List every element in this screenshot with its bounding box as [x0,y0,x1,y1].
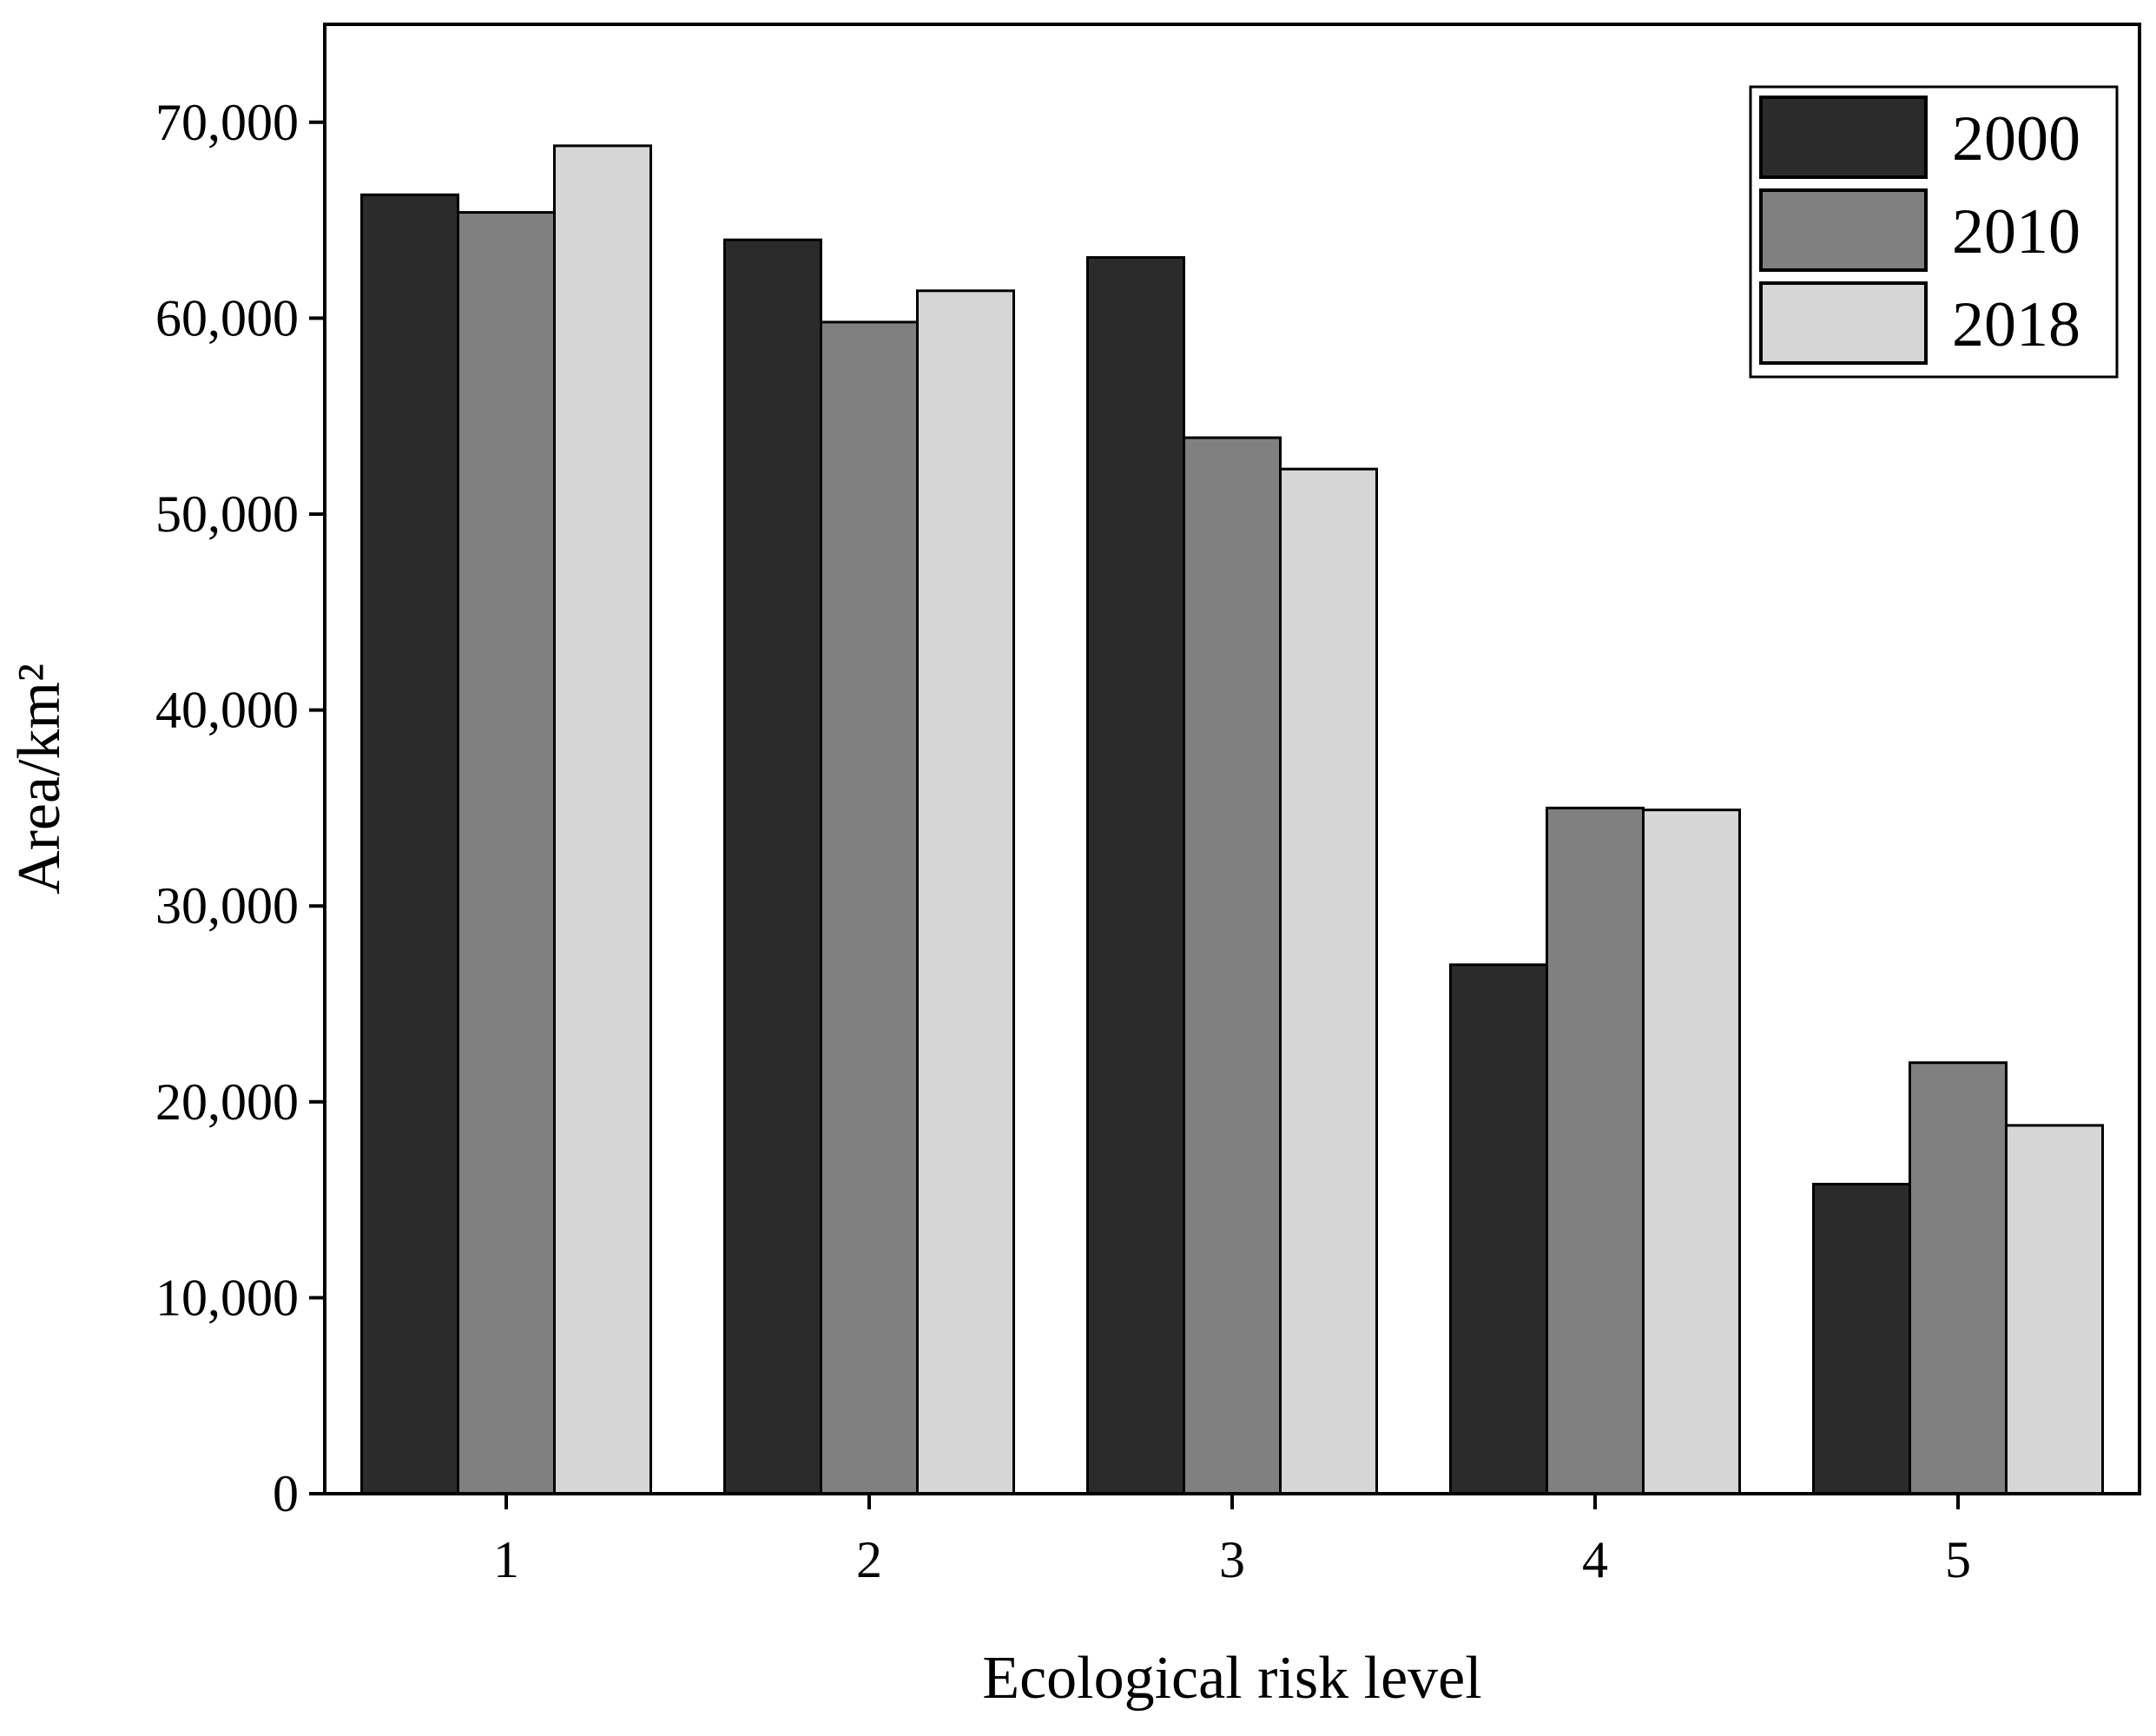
y-tick-label-70000: 70,000 [155,94,299,151]
x-tick-label-1: 1 [493,1531,519,1588]
legend-label-2000: 2000 [1952,103,2080,175]
bar-2010-level-1 [457,211,556,1495]
y-tick-label-40000: 40,000 [155,682,299,739]
legend-swatch-2000 [1759,96,1928,179]
legend-label-2018: 2018 [1952,289,2080,360]
bar-2000-level-3 [1086,255,1185,1495]
axes-layer: 0 10,000 20,000 30,000 40,000 50,000 60,000 70,… [155,23,2141,1588]
y-tick-label-60000: 60,000 [155,289,299,347]
bar-2000-level-2 [723,238,822,1495]
bar-2018-level-4 [1642,809,1741,1495]
bar-2018-level-5 [2005,1124,2104,1495]
bars-layer [360,144,2104,1495]
legend-label-2010: 2010 [1952,196,2080,267]
y-tick-label-30000: 30,000 [155,877,299,934]
bar-2010-level-5 [1909,1061,2008,1495]
bar-2000-level-4 [1449,963,1548,1495]
x-axis-label: Ecological risk level [982,1645,1481,1712]
bar-2018-level-2 [916,289,1015,1495]
y-tick-label-10000: 10,000 [155,1269,299,1326]
bar-2000-level-1 [360,193,459,1495]
bar-2018-level-1 [553,144,652,1495]
bar-2010-level-3 [1183,436,1282,1495]
bar-2018-level-3 [1279,467,1378,1495]
legend: 2000 2010 2018 [1749,85,2119,379]
bar-2010-level-4 [1546,806,1645,1495]
x-tick-label-5: 5 [1945,1531,1971,1588]
x-tick-label-4: 4 [1582,1531,1608,1588]
x-tick-label-3: 3 [1219,1531,1245,1588]
y-tick-label-20000: 20,000 [155,1073,299,1131]
legend-swatch-2018 [1759,281,1928,365]
bar-2010-level-2 [820,320,919,1495]
legend-swatch-2010 [1759,188,1928,272]
y-axis-label: Area/km² [6,663,73,894]
y-tick-label-50000: 50,000 [155,485,299,543]
y-tick-label-0: 0 [273,1465,299,1522]
bar-2000-level-5 [1812,1183,1911,1495]
x-tick-label-2: 2 [856,1531,882,1588]
